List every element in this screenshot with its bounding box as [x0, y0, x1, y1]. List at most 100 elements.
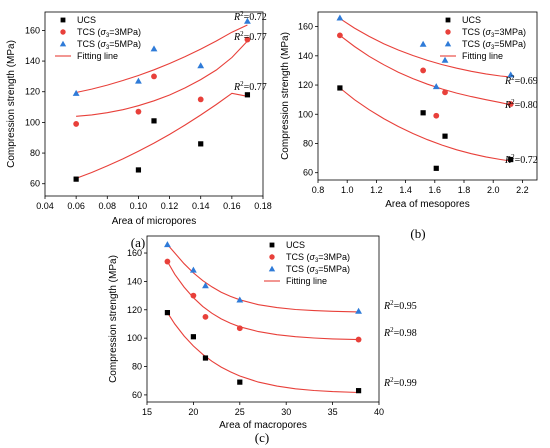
legend-label: Fitting line: [77, 51, 118, 61]
r2-label: R2=0.95: [383, 299, 417, 312]
y-tick-label: 140: [298, 51, 313, 61]
y-axis-label: Compression strength (MPa): [108, 255, 119, 383]
x-tick-label: 20: [188, 407, 198, 417]
y-tick-label: 120: [25, 87, 40, 97]
y-tick-label: 100: [298, 109, 313, 119]
x-tick-label: 0.18: [254, 201, 272, 211]
legend: UCS TCS (σ3=3MPa)TCS (σ3=5MPa)Fitting lin…: [264, 240, 350, 286]
data-point-circle: [445, 29, 451, 35]
y-tick-label: 100: [25, 117, 40, 127]
data-point-circle: [135, 108, 142, 115]
r2-label: R2=0.77: [233, 80, 267, 93]
legend-label: TCS (σ3=3MPa): [286, 252, 350, 264]
y-tick-label: 140: [25, 56, 40, 66]
data-point-square: [164, 310, 171, 316]
data-point-circle: [197, 96, 204, 103]
y-axis-label: Compression strength (MPa): [6, 40, 17, 168]
data-point-triangle: [507, 71, 515, 78]
data-point-triangle: [164, 241, 171, 248]
data-point-triangle: [244, 17, 251, 24]
legend: UCS TCS (σ3=3MPa)TCS (σ3=5MPa)Fitting lin…: [440, 15, 526, 61]
legend-label: UCS: [286, 240, 305, 250]
data-point-triangle: [444, 40, 452, 47]
r2-label: R2=0.80: [504, 98, 538, 111]
x-tick-label: 35: [328, 407, 338, 417]
fitting-line: [166, 312, 359, 394]
x-tick-label: 1.4: [399, 185, 412, 195]
data-point-circle: [202, 313, 209, 320]
data-point-square: [508, 156, 514, 163]
y-tick-label: 160: [25, 25, 40, 35]
data-point-triangle: [150, 45, 158, 52]
chart-panel-a: 0.04 0.06 0.08 0.10 0.12 0.14 0.16 0.18 60 80 100 1…: [6, 10, 272, 250]
fitting-line: [339, 87, 511, 162]
x-tick-label: 1.0: [341, 185, 354, 195]
data-point-circle: [507, 101, 514, 107]
y-tick-label: 80: [132, 362, 142, 372]
data-point-triangle: [202, 282, 209, 289]
legend-label: Fitting line: [286, 276, 327, 286]
y-tick-label: 120: [298, 80, 313, 90]
x-tick-label: 0.14: [192, 201, 210, 211]
x-tick-label: 2.0: [487, 185, 500, 195]
x-tick-label: 2.2: [516, 185, 529, 195]
data-point-circle: [442, 89, 448, 96]
data-point-circle: [337, 32, 343, 39]
legend-label: TCS (σ3=3MPa): [462, 27, 526, 39]
data-point-circle: [60, 29, 66, 35]
x-tick-label: 0.04: [36, 201, 54, 211]
y-tick-label: 80: [303, 138, 313, 148]
data-point-triangle: [197, 62, 205, 69]
data-point-square: [269, 242, 275, 248]
fitting-line: [339, 18, 511, 78]
x-tick-label: 0.8: [312, 185, 325, 195]
legend: UCS TCS (σ3=3MPa)TCS (σ3=5MPa)Fitting lin…: [55, 15, 141, 61]
x-tick-label: 15: [142, 407, 152, 417]
data-point-triangle: [355, 307, 362, 314]
data-point-circle: [269, 254, 275, 260]
data-point-circle: [164, 258, 171, 265]
r2-label: R2=0.77: [233, 30, 267, 43]
data-point-square: [202, 355, 209, 361]
y-tick-label: 120: [127, 305, 142, 315]
x-axis-label: Area of micropores: [112, 216, 196, 227]
data-point-square: [244, 92, 251, 98]
y-tick-label: 60: [132, 390, 142, 400]
y-tick-label: 60: [30, 179, 40, 189]
data-point-triangle: [59, 40, 67, 47]
x-tick-label: 1.2: [370, 185, 383, 195]
plot-frame: [317, 11, 538, 181]
data-point-circle: [420, 67, 427, 74]
x-axis-label: Area of macropores: [219, 420, 307, 431]
data-point-square: [135, 167, 142, 173]
y-tick-label: 140: [127, 276, 142, 286]
x-tick-label: 1.6: [429, 185, 442, 195]
x-tick-label: 40: [374, 407, 384, 417]
fitting-line: [76, 40, 248, 117]
r2-label: R2=0.99: [383, 376, 417, 389]
r2-label: R2=0.72: [233, 10, 267, 23]
plot-frame: [146, 235, 380, 403]
data-point-triangle: [236, 296, 244, 303]
fitting-line: [166, 261, 359, 341]
data-point-square: [73, 176, 79, 182]
data-point-triangle: [72, 89, 80, 96]
x-axis-label: Area of mesopores: [385, 199, 470, 210]
data-point-circle: [433, 112, 440, 119]
data-point-square: [355, 388, 362, 394]
y-tick-label: 160: [127, 248, 142, 258]
x-tick-label: 1.8: [458, 185, 471, 195]
data-point-square: [445, 17, 451, 23]
r2-label: R2=0.69: [504, 74, 538, 87]
panel-label: (a): [131, 235, 145, 250]
panel-label: (b): [410, 226, 425, 241]
x-tick-label: 30: [281, 407, 291, 417]
data-point-triangle: [432, 83, 440, 90]
x-tick-label: 0.10: [130, 201, 148, 211]
r2-label: R2=0.72: [504, 153, 538, 166]
legend-label: TCS (σ3=5MPa): [77, 39, 141, 51]
data-point-square: [190, 334, 196, 340]
data-point-square: [151, 118, 157, 124]
r2-label: R2=0.98: [383, 326, 417, 339]
